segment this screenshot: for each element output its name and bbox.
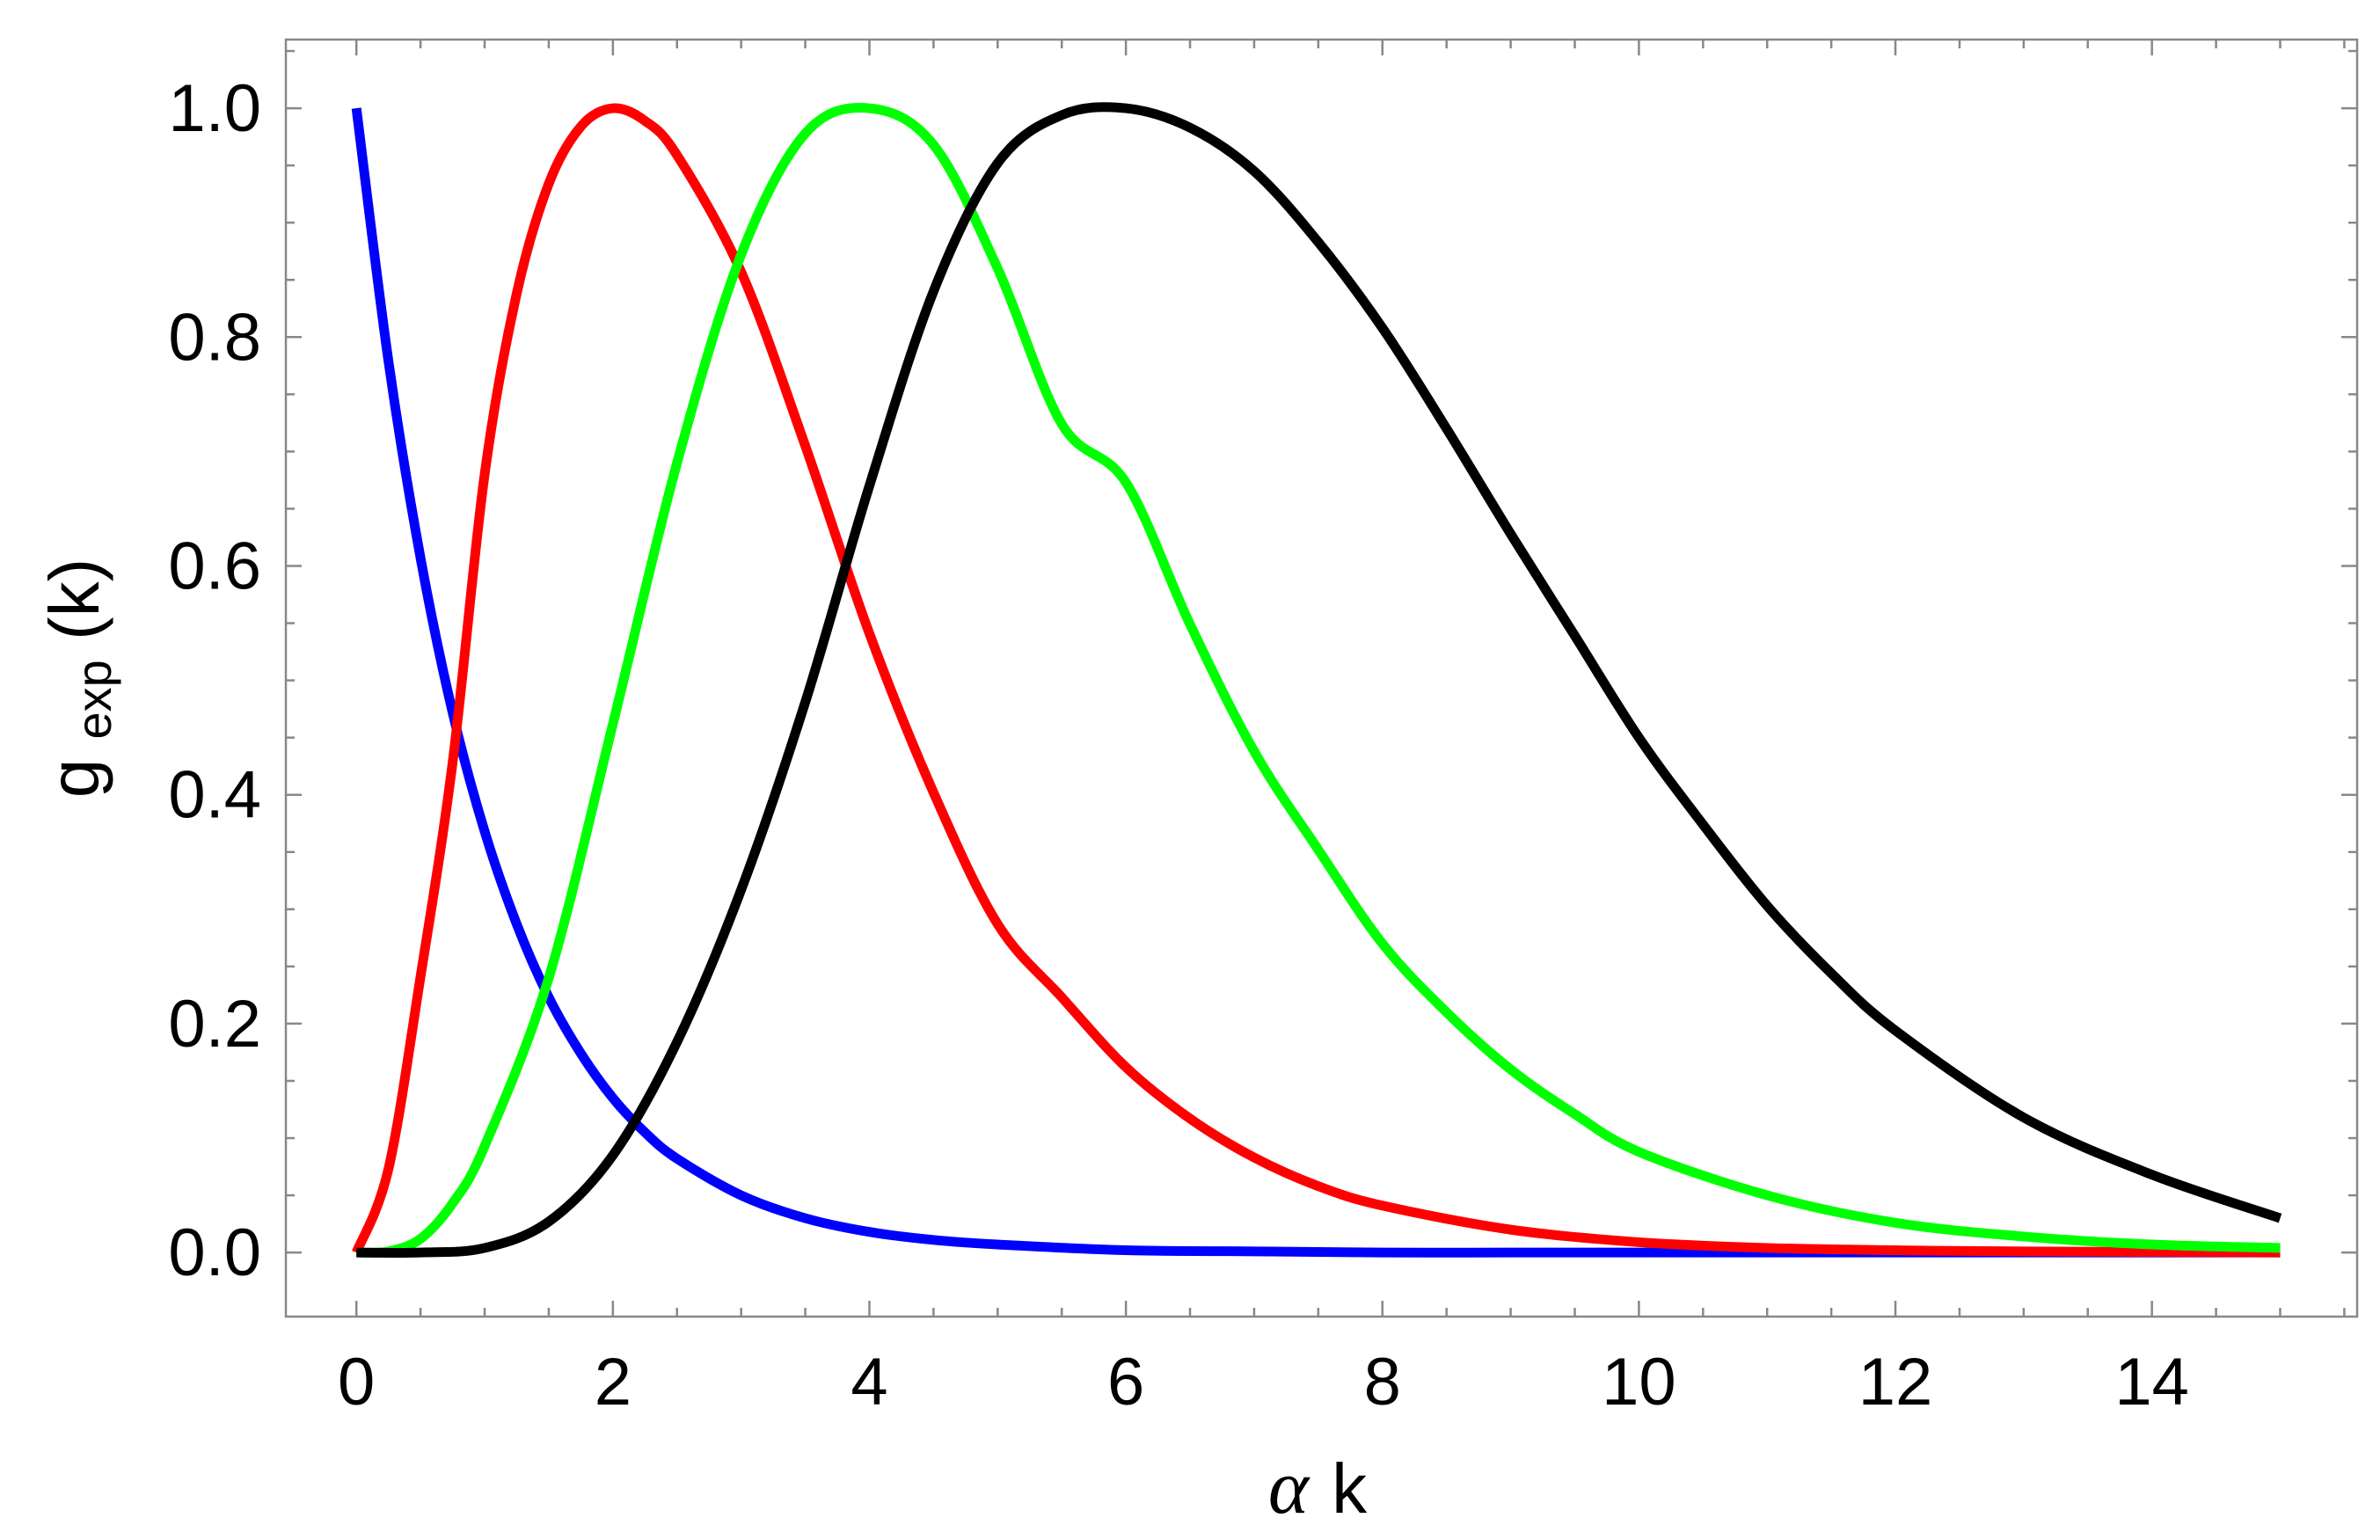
series-black-line — [356, 102, 2282, 1259]
x-tick-label: 12 — [1858, 1345, 1933, 1420]
y-axis-label-base: g — [35, 759, 113, 799]
x-tick-label: 8 — [1364, 1345, 1401, 1420]
x-tick-label: 4 — [851, 1345, 887, 1420]
series-red-line — [352, 103, 2281, 1258]
y-axis-label-subscript: exp — [66, 660, 121, 739]
series-green-line — [356, 103, 2281, 1258]
x-axis-label-symbol: α — [1268, 1445, 1310, 1530]
x-tick-label: 6 — [1107, 1345, 1144, 1420]
y-axis-label: g exp (k) — [35, 558, 126, 799]
major-ticks — [286, 40, 2357, 1317]
x-tick-label: 0 — [338, 1345, 375, 1420]
y-tick-label: 0.2 — [168, 987, 261, 1062]
y-tick-label: 0.6 — [168, 529, 261, 603]
minor-ticks — [286, 40, 2357, 1317]
series-blue-line — [351, 107, 2281, 1258]
series-layer — [351, 102, 2282, 1259]
x-tick-labels: 0 2 4 6 8 10 12 14 — [338, 1345, 2189, 1420]
y-tick-label: 0.8 — [168, 300, 261, 375]
plot-frame — [284, 38, 2359, 1318]
x-tick-label: 2 — [595, 1345, 632, 1420]
y-tick-label: 1.0 — [168, 71, 261, 146]
y-tick-label: 0.4 — [168, 758, 261, 833]
x-tick-label: 14 — [2114, 1345, 2189, 1420]
x-axis-label-variable: k — [1332, 1449, 1368, 1528]
y-tick-labels: 0.0 0.2 0.4 0.6 0.8 1.0 — [168, 71, 261, 1290]
y-tick-label: 0.0 — [168, 1215, 261, 1290]
x-tick-label: 10 — [1602, 1345, 1676, 1420]
x-axis-label: α k — [1268, 1445, 1368, 1530]
y-axis-label-argument: (k) — [35, 558, 113, 640]
